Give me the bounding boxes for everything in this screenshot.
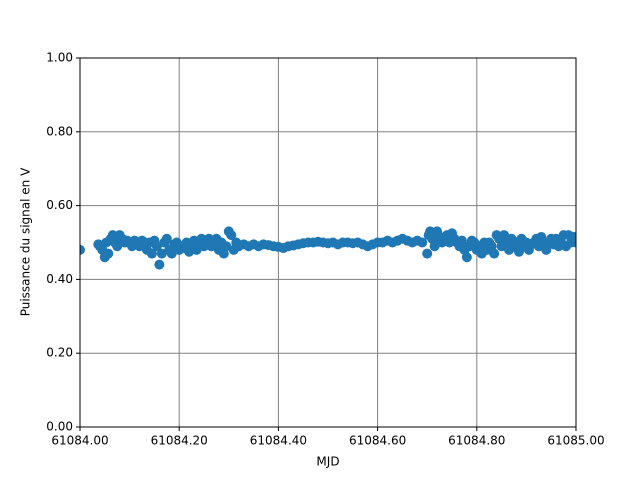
point xyxy=(154,259,165,270)
point xyxy=(429,241,440,252)
x-axis-label: MJD xyxy=(316,455,339,469)
y-tick-label: 1.00 xyxy=(46,51,73,65)
y-tick-label: 0.00 xyxy=(46,420,73,434)
point xyxy=(489,248,500,259)
ticks: 61084.00 61084.20 61084.40 61084.60 61084.80… xyxy=(46,51,604,448)
point xyxy=(417,237,428,248)
point xyxy=(156,248,167,259)
x-tick-label: 61084.20 xyxy=(151,434,208,448)
point xyxy=(161,233,172,244)
x-tick-label: 61084.00 xyxy=(51,434,108,448)
x-tick-label: 61084.60 xyxy=(349,434,406,448)
plot-frame xyxy=(79,57,577,428)
point xyxy=(461,252,472,263)
point xyxy=(226,230,237,241)
point xyxy=(166,248,177,259)
point xyxy=(221,241,232,252)
y-tick-label: 0.40 xyxy=(46,272,73,286)
x-tick-label: 61084.80 xyxy=(448,434,505,448)
point xyxy=(422,248,433,259)
point xyxy=(103,248,114,259)
x-tick-label: 61085.00 xyxy=(547,434,604,448)
y-tick-label: 0.80 xyxy=(46,124,73,138)
point xyxy=(151,241,162,252)
y-tick-label: 0.20 xyxy=(46,346,73,360)
x-tick-label: 61084.40 xyxy=(250,434,307,448)
y-tick-label: 0.60 xyxy=(46,198,73,212)
point xyxy=(112,241,123,252)
point xyxy=(456,235,467,246)
y-axis-label: Puissance du signal en V xyxy=(19,167,33,316)
points xyxy=(80,226,576,270)
point xyxy=(80,244,85,255)
point xyxy=(146,248,157,259)
point xyxy=(571,237,576,248)
